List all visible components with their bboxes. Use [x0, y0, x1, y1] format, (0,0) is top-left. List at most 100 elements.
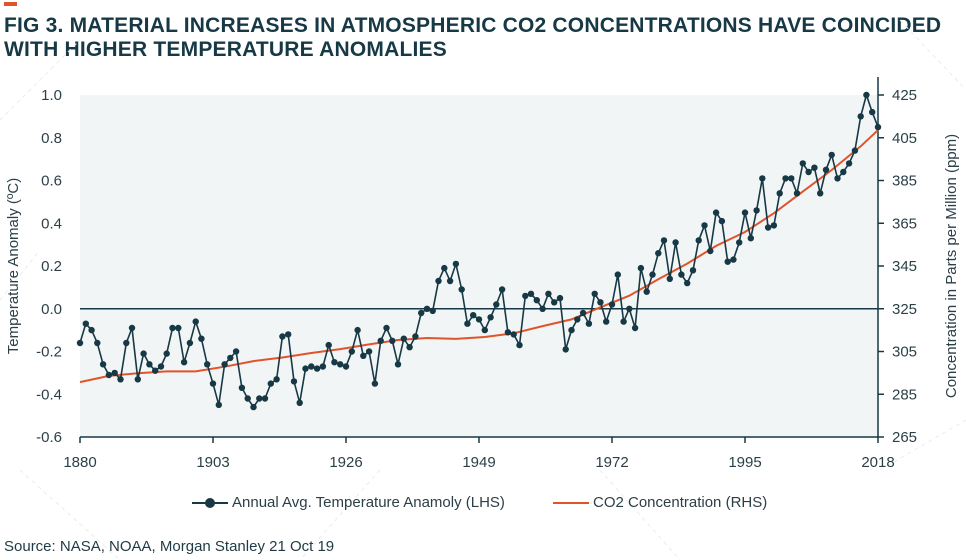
temperature-point	[204, 361, 211, 368]
temperature-point	[811, 164, 818, 171]
temperature-point	[105, 371, 113, 379]
temperature-point	[140, 350, 147, 357]
temperature-point	[672, 239, 679, 246]
temperature-point	[458, 286, 465, 293]
y-left-tick-label: -0.6	[36, 429, 62, 446]
temperature-point	[840, 168, 847, 176]
y-left-tick-label: 1.0	[41, 87, 62, 104]
temperature-point	[94, 339, 101, 347]
temperature-point	[423, 305, 431, 312]
y-left-tick-label: 0.6	[41, 173, 62, 190]
temperature-point	[169, 324, 176, 332]
temperature-point	[793, 190, 801, 197]
temperature-point	[649, 271, 656, 278]
temperature-point	[522, 292, 529, 300]
temperature-point	[464, 320, 471, 327]
y-axis-label-right: Concentration in Parts per Million (ppm)	[943, 134, 960, 398]
x-tick-label: 2018	[861, 454, 894, 471]
temperature-point	[660, 237, 668, 244]
temperature-point	[869, 108, 876, 116]
temperature-point	[452, 260, 460, 268]
x-tick-label: 1926	[329, 454, 362, 471]
temperature-point	[319, 363, 327, 370]
decoration-line	[879, 419, 966, 471]
temperature-point	[377, 337, 384, 344]
temperature-point	[782, 175, 789, 182]
temperature-point	[256, 395, 263, 402]
y-left-tick-label: -0.4	[36, 386, 62, 403]
temperature-point	[857, 113, 864, 120]
y-left-tick-label: 0.0	[41, 301, 62, 318]
temperature-point	[643, 288, 650, 295]
source-note: Source: NASA, NOAA, Morgan Stanley 21 Oc…	[4, 538, 335, 555]
temperature-point	[788, 175, 795, 182]
legend-item-co2: CO2 Concentration (RHS)	[553, 494, 767, 511]
y-right-tick-label: 325	[892, 301, 917, 318]
temperature-point	[510, 331, 517, 338]
temperature-point	[394, 361, 402, 368]
temperature-point	[574, 316, 581, 323]
temperature-point	[591, 290, 598, 297]
chart-title-line-2: WITH HIGHER TEMPERATURE ANOMALIES	[4, 38, 447, 61]
temperature-point	[631, 324, 639, 332]
decoration-line	[19, 469, 121, 560]
temperature-point	[614, 271, 621, 278]
y-left-tick-label: 0.8	[41, 130, 62, 147]
x-tick-label: 1972	[595, 454, 628, 471]
chart-title-line-1: FIG 3. MATERIAL INCREASES IN ATMOSPHERIC…	[4, 14, 942, 37]
temperature-point	[360, 352, 367, 359]
temperature-point	[342, 363, 350, 370]
temperature-point	[753, 207, 760, 214]
temperature-point	[296, 399, 303, 406]
temperature-point	[279, 333, 286, 340]
temperature-point	[244, 395, 251, 402]
temperature-point	[238, 384, 246, 391]
temperature-point	[585, 320, 593, 327]
temperature-point	[348, 348, 355, 355]
temperature-point	[198, 335, 205, 342]
temperature-point	[389, 337, 396, 344]
x-tick-label: 1995	[728, 454, 761, 471]
decoration-line	[0, 39, 81, 121]
temperature-point	[741, 209, 749, 216]
x-tick-label: 1903	[196, 454, 229, 471]
temperature-point	[117, 376, 124, 383]
temperature-point	[701, 222, 708, 229]
temperature-point	[82, 320, 90, 327]
legend-marker-co2	[553, 501, 589, 504]
temperature-point	[418, 309, 425, 317]
series-layer	[76, 91, 882, 411]
temperature-point	[88, 326, 95, 334]
temperature-point	[718, 217, 726, 225]
temperature-point	[313, 365, 321, 372]
temperature-point	[285, 331, 292, 338]
temperature-point	[759, 175, 766, 182]
temperature-point	[475, 316, 483, 323]
temperature-point	[227, 354, 234, 362]
temperature-point	[527, 290, 535, 297]
temperature-point	[539, 305, 546, 312]
decoration-line	[0, 249, 41, 301]
temperature-point	[655, 250, 662, 257]
temperature-point	[175, 324, 182, 332]
temperature-point	[157, 363, 165, 370]
temperature-point	[805, 168, 812, 176]
legend-label-co2: CO2 Concentration (RHS)	[593, 494, 768, 511]
temperature-point	[736, 239, 743, 246]
temperature-point	[383, 324, 390, 332]
x-tick-label: 1880	[63, 454, 96, 471]
temperature-point	[215, 401, 222, 409]
temperature-point	[446, 277, 454, 285]
legend-marker-temperature	[192, 497, 228, 508]
temperature-point	[533, 297, 540, 304]
temperature-point	[250, 403, 257, 411]
temperature-point	[325, 341, 332, 349]
temperature-point	[209, 380, 217, 387]
tick-labels: 1880 1903 1926 1949 1972 1995 2018 1.0 0.8 0.6 0.4…	[36, 87, 917, 471]
y-left-tick-label: 0.2	[41, 258, 62, 275]
temperature-point	[180, 359, 188, 366]
temperature-point	[146, 361, 153, 368]
temperature-point	[354, 326, 361, 334]
axes	[79, 77, 884, 443]
temperature-point	[163, 350, 170, 357]
